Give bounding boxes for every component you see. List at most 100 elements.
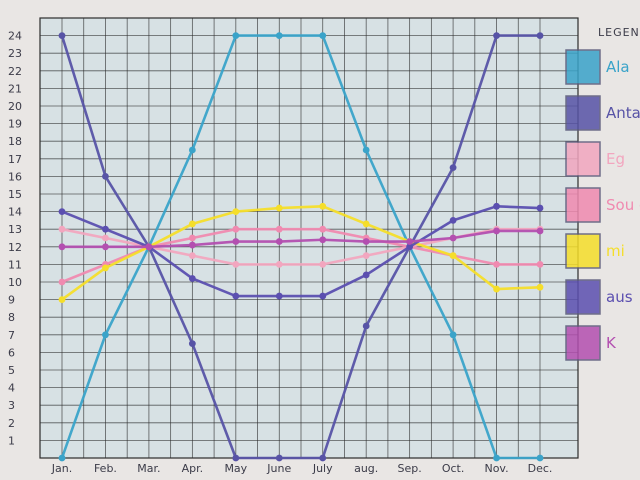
y-tick-label: 9 (8, 294, 15, 307)
data-point (449, 234, 457, 242)
y-tick-label: 2 (8, 417, 15, 430)
legend-title: LEGEND (598, 26, 640, 39)
data-point (493, 454, 500, 462)
y-tick-label: 13 (8, 223, 22, 236)
legend-swatch (565, 187, 601, 223)
data-point (449, 252, 457, 259)
legend: LEGEND Ala Anta Eg Sou of mi aus K (565, 26, 640, 361)
x-tick-label: July (312, 462, 333, 475)
x-tick-label: Oct. (442, 462, 465, 475)
data-point (232, 32, 240, 39)
legend-swatch (565, 141, 601, 177)
data-point (275, 261, 283, 268)
y-tick-label: 8 (8, 311, 15, 324)
data-point (232, 261, 240, 268)
data-point (536, 283, 544, 291)
y-tick-label: 23 (8, 47, 22, 60)
y-tick-label: 20 (8, 100, 22, 113)
data-point (449, 164, 457, 172)
x-tick-label: Jan. (51, 462, 72, 475)
data-point (319, 454, 327, 462)
data-point (58, 32, 66, 39)
data-point (319, 292, 327, 300)
legend-label: mi (606, 242, 625, 260)
y-tick-label: 10 (8, 276, 22, 289)
series-line (60, 205, 542, 298)
data-point (362, 238, 370, 245)
series-line (60, 34, 542, 460)
data-point (188, 340, 196, 347)
legend-swatch (565, 49, 601, 85)
data-point (319, 202, 327, 210)
legend-swatch (565, 279, 601, 315)
data-point (362, 252, 370, 259)
y-tick-label: 22 (8, 65, 22, 78)
data-point (102, 331, 109, 339)
data-point (232, 238, 240, 245)
x-tick-label: Apr. (182, 462, 204, 475)
y-tick-label: 12 (8, 241, 22, 254)
data-point (232, 208, 240, 216)
data-point (58, 278, 66, 286)
y-tick-label: 4 (8, 382, 15, 395)
x-tick-label: Mar. (137, 462, 160, 475)
legend-swatch (565, 325, 601, 361)
data-point (102, 225, 109, 233)
plot-area (40, 18, 578, 458)
data-point (406, 243, 414, 251)
x-axis-ticks: Jan. Feb. Mar. Apr. May June July aug. Sep. Oct. N… (51, 462, 553, 475)
series-group (58, 32, 544, 462)
x-tick-label: Sep. (398, 462, 422, 475)
legend-label: Sou of (606, 196, 640, 214)
data-point (275, 238, 283, 245)
data-point (188, 252, 196, 259)
y-tick-label: 18 (8, 135, 22, 148)
data-point (102, 234, 109, 242)
data-point (493, 261, 500, 268)
y-tick-label: 19 (8, 118, 22, 131)
data-point (275, 225, 283, 233)
series-line (60, 229, 542, 249)
legend-label: Eg (606, 150, 625, 168)
x-tick-label: aug. (354, 462, 378, 475)
legend-label: aus (606, 288, 633, 306)
data-point (58, 454, 66, 462)
y-tick-label: 14 (8, 206, 22, 219)
data-point (362, 146, 370, 154)
data-point (188, 220, 196, 228)
x-tick-label: Dec. (528, 462, 553, 475)
legend-swatch (565, 233, 601, 269)
y-tick-label: 15 (8, 188, 22, 201)
data-point (493, 285, 500, 293)
data-point (232, 292, 240, 300)
x-tick-label: June (266, 462, 291, 475)
y-tick-label: 7 (8, 329, 15, 342)
y-tick-label: 5 (8, 364, 15, 377)
legend-label: Anta (606, 104, 640, 122)
data-point (493, 32, 500, 39)
data-point (102, 173, 109, 180)
y-tick-label: 11 (8, 258, 22, 271)
y-tick-label: 6 (8, 346, 15, 359)
data-point (58, 243, 66, 251)
legend-label: K (606, 334, 617, 352)
data-point (102, 264, 109, 272)
data-point (232, 225, 240, 233)
data-point (319, 236, 327, 244)
data-point (362, 271, 370, 279)
data-point (536, 261, 544, 268)
x-tick-label: Nov. (484, 462, 508, 475)
data-point (362, 220, 370, 228)
y-tick-label: 24 (8, 30, 22, 43)
data-point (536, 32, 544, 39)
legend-label: Ala (606, 58, 630, 76)
x-tick-label: Feb. (94, 462, 117, 475)
data-point (188, 241, 196, 249)
data-point (58, 225, 66, 233)
data-point (275, 32, 283, 39)
y-tick-label: 3 (8, 399, 15, 412)
data-point (536, 454, 544, 462)
data-point (449, 217, 457, 224)
data-point (232, 454, 240, 462)
